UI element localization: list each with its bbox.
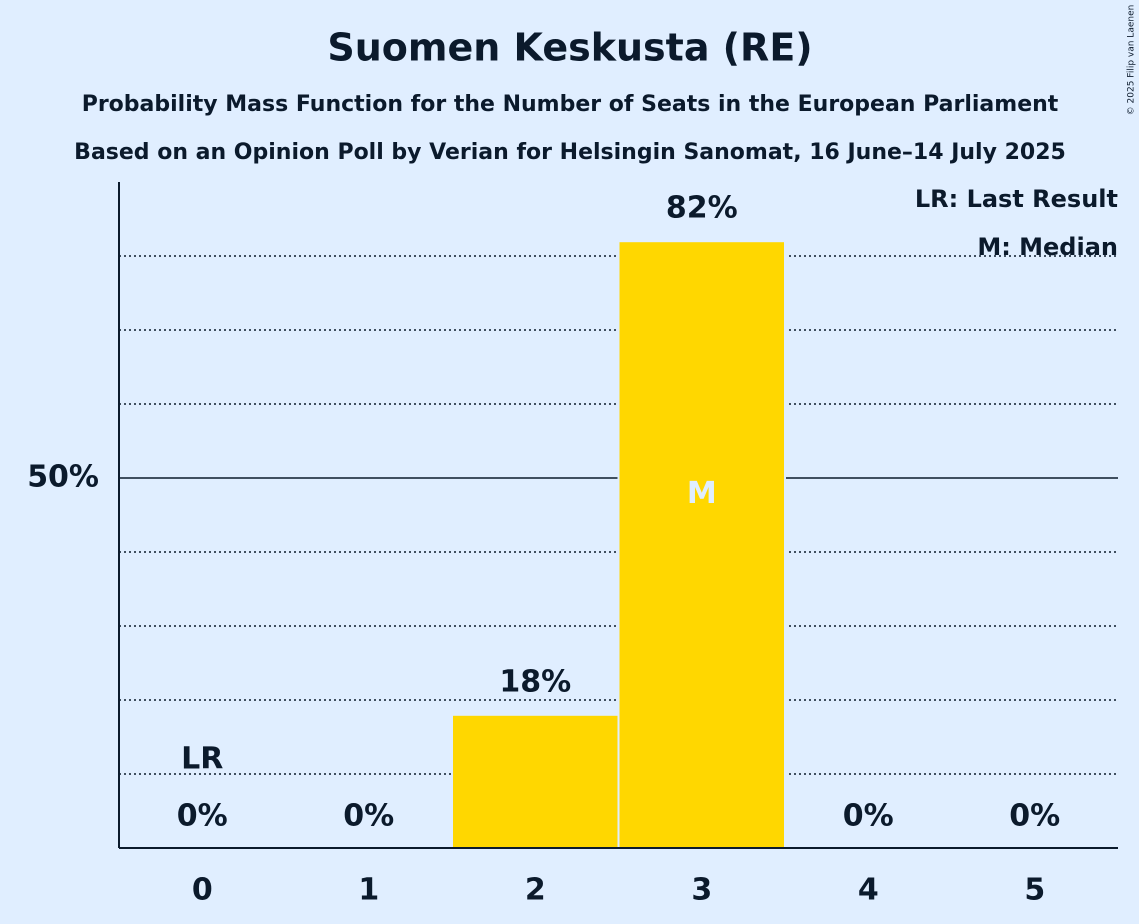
chart-subtitle: Based on an Opinion Poll by Verian for H… [74,140,1066,165]
last-result-marker: LR [181,742,223,777]
x-tick-label: 3 [691,873,712,908]
value-label: 82% [666,191,738,226]
value-label: 0% [343,799,394,834]
chart-title: Suomen Keskusta (RE) [327,26,812,70]
copyright: © 2025 Filip van Laenen [1127,5,1137,116]
y-tick-label: 50% [27,460,99,495]
bar [451,713,620,849]
x-tick-label: 0 [192,873,213,908]
x-tick-label: 5 [1024,873,1045,908]
value-label: 0% [843,799,894,834]
x-tick-label: 4 [858,873,879,908]
value-label: 0% [177,799,228,834]
bar [617,240,786,849]
value-label: 18% [499,664,571,699]
legend-entry: LR: Last Result [915,185,1118,213]
median-marker: M [687,476,717,511]
x-tick-label: 1 [358,873,379,908]
value-label: 0% [1009,799,1060,834]
x-tick-label: 2 [525,873,546,908]
chart-subtitle: Probability Mass Function for the Number… [82,92,1059,117]
legend-entry: M: Median [977,233,1118,261]
